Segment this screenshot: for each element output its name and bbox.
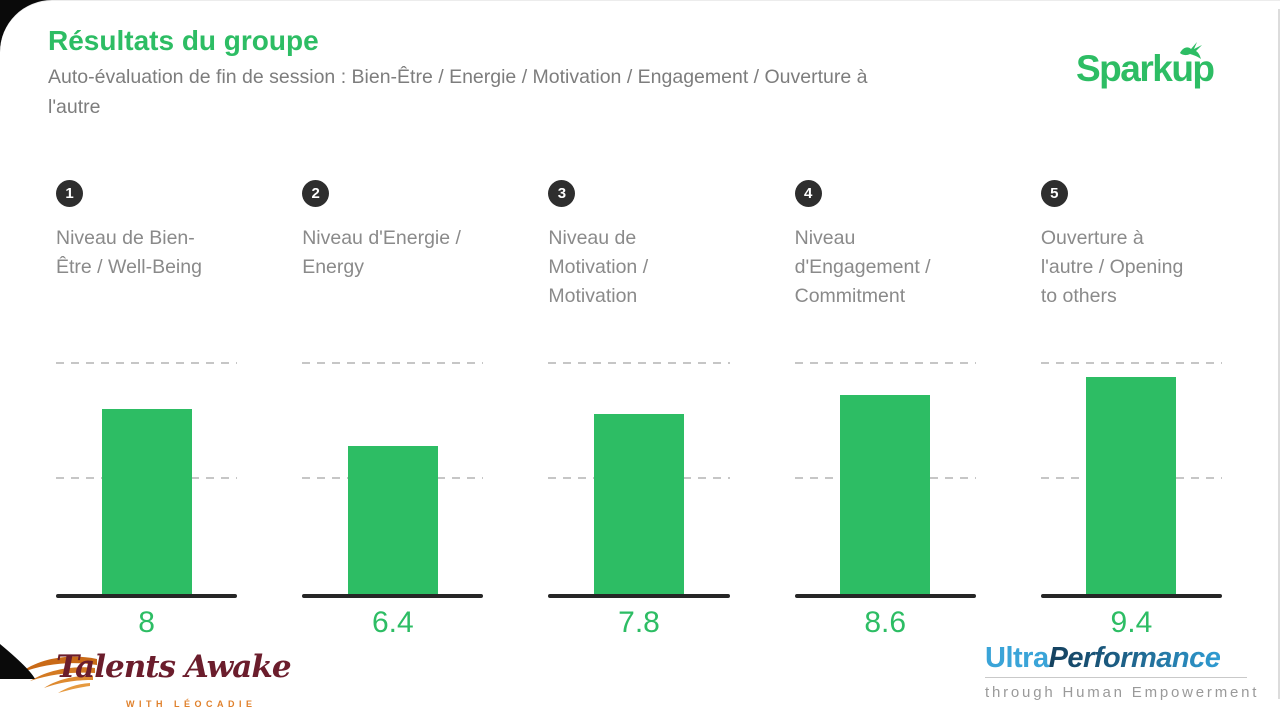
bar (347, 446, 438, 594)
bar-chart: 9.4 (1040, 362, 1223, 639)
bird-icon (1180, 42, 1202, 59)
metric-column-4: 4 Niveau d'Engagement / Commitment 8.6 (794, 180, 976, 650)
value-label: 8 (138, 606, 155, 639)
metric-column-2: 2 Niveau d'Energie / Energy 6.4 (302, 180, 484, 650)
talents-awake-logo: Talents Awake WITH LÉOCADIE (16, 641, 292, 719)
badge-number: 1 (65, 185, 74, 202)
logo-divider (985, 677, 1247, 678)
number-badge: 3 (548, 180, 576, 207)
column-label: Niveau de Bien-Être / Well-Being (56, 227, 202, 278)
badge-number: 4 (803, 185, 813, 202)
value-label: 6.4 (371, 606, 414, 639)
number-badge: 4 (794, 180, 822, 207)
sparkup-logo: Sparkup (1076, 48, 1215, 89)
number-badge: 5 (1040, 180, 1068, 207)
axis-baseline (1040, 594, 1223, 598)
column-label: Ouverture à l'autre / Opening to others (1040, 227, 1184, 307)
gridline-10 (548, 362, 730, 364)
badge-number: 5 (1050, 185, 1059, 202)
axis-baseline (548, 594, 730, 598)
talents-awake-tagline: WITH LÉOCADIE (126, 699, 257, 709)
axis-baseline (794, 594, 976, 598)
wing-icon (20, 656, 97, 693)
talents-awake-name: Talents Awake (56, 649, 292, 685)
column-label: Niveau d'Energie / Energy (302, 227, 461, 278)
charts-row: 1 Niveau de Bien-Être / Well-Being 8 2 N… (56, 180, 1223, 650)
badge-number: 2 (311, 185, 320, 202)
gridline-10 (794, 362, 976, 364)
value-label: 7.8 (618, 606, 660, 639)
ultraperformance-tagline: through Human Empowerment (985, 684, 1260, 701)
axis-baseline (56, 594, 238, 598)
bar-chart: 7.8 (548, 362, 730, 639)
bar (840, 395, 931, 594)
bar (594, 414, 684, 594)
number-badge: 1 (56, 180, 83, 207)
number-badge: 2 (302, 180, 330, 207)
gridline-10 (1040, 362, 1223, 364)
bar-chart: 8 (56, 362, 238, 639)
bar-chart: 6.4 (302, 362, 484, 639)
value-label: 9.4 (1110, 606, 1153, 639)
bar-chart: 8.6 (794, 362, 976, 639)
page-subtitle: Auto-évaluation de fin de session : Bien… (48, 66, 868, 118)
metric-column-3: 3 Niveau de Motivation / Motivation 7.8 (548, 180, 730, 650)
gridline-10 (302, 362, 484, 364)
value-label: 8.6 (864, 606, 907, 639)
axis-baseline (302, 594, 484, 598)
metric-column-5: 5 Ouverture à l'autre / Opening to other… (1040, 180, 1223, 650)
corner-wedge (0, 644, 35, 679)
metric-column-1: 1 Niveau de Bien-Être / Well-Being 8 (56, 180, 238, 650)
page-title: Résultats du groupe (48, 25, 319, 56)
performance-text: Performance (1048, 642, 1221, 674)
ultra-text: Ultra (985, 642, 1049, 674)
badge-number: 3 (557, 185, 567, 202)
column-label: Niveau de Motivation / Motivation (548, 227, 649, 307)
right-edge-line (1278, 9, 1280, 699)
gridline-10 (56, 362, 238, 364)
column-label: Niveau d'Engagement / Commitment (794, 227, 931, 307)
ultraperformance-logo: UltraPerformance through Human Empowerme… (985, 642, 1260, 701)
bar (1086, 377, 1177, 594)
bar (101, 409, 192, 594)
ultraperformance-name: UltraPerformance (985, 642, 1250, 675)
